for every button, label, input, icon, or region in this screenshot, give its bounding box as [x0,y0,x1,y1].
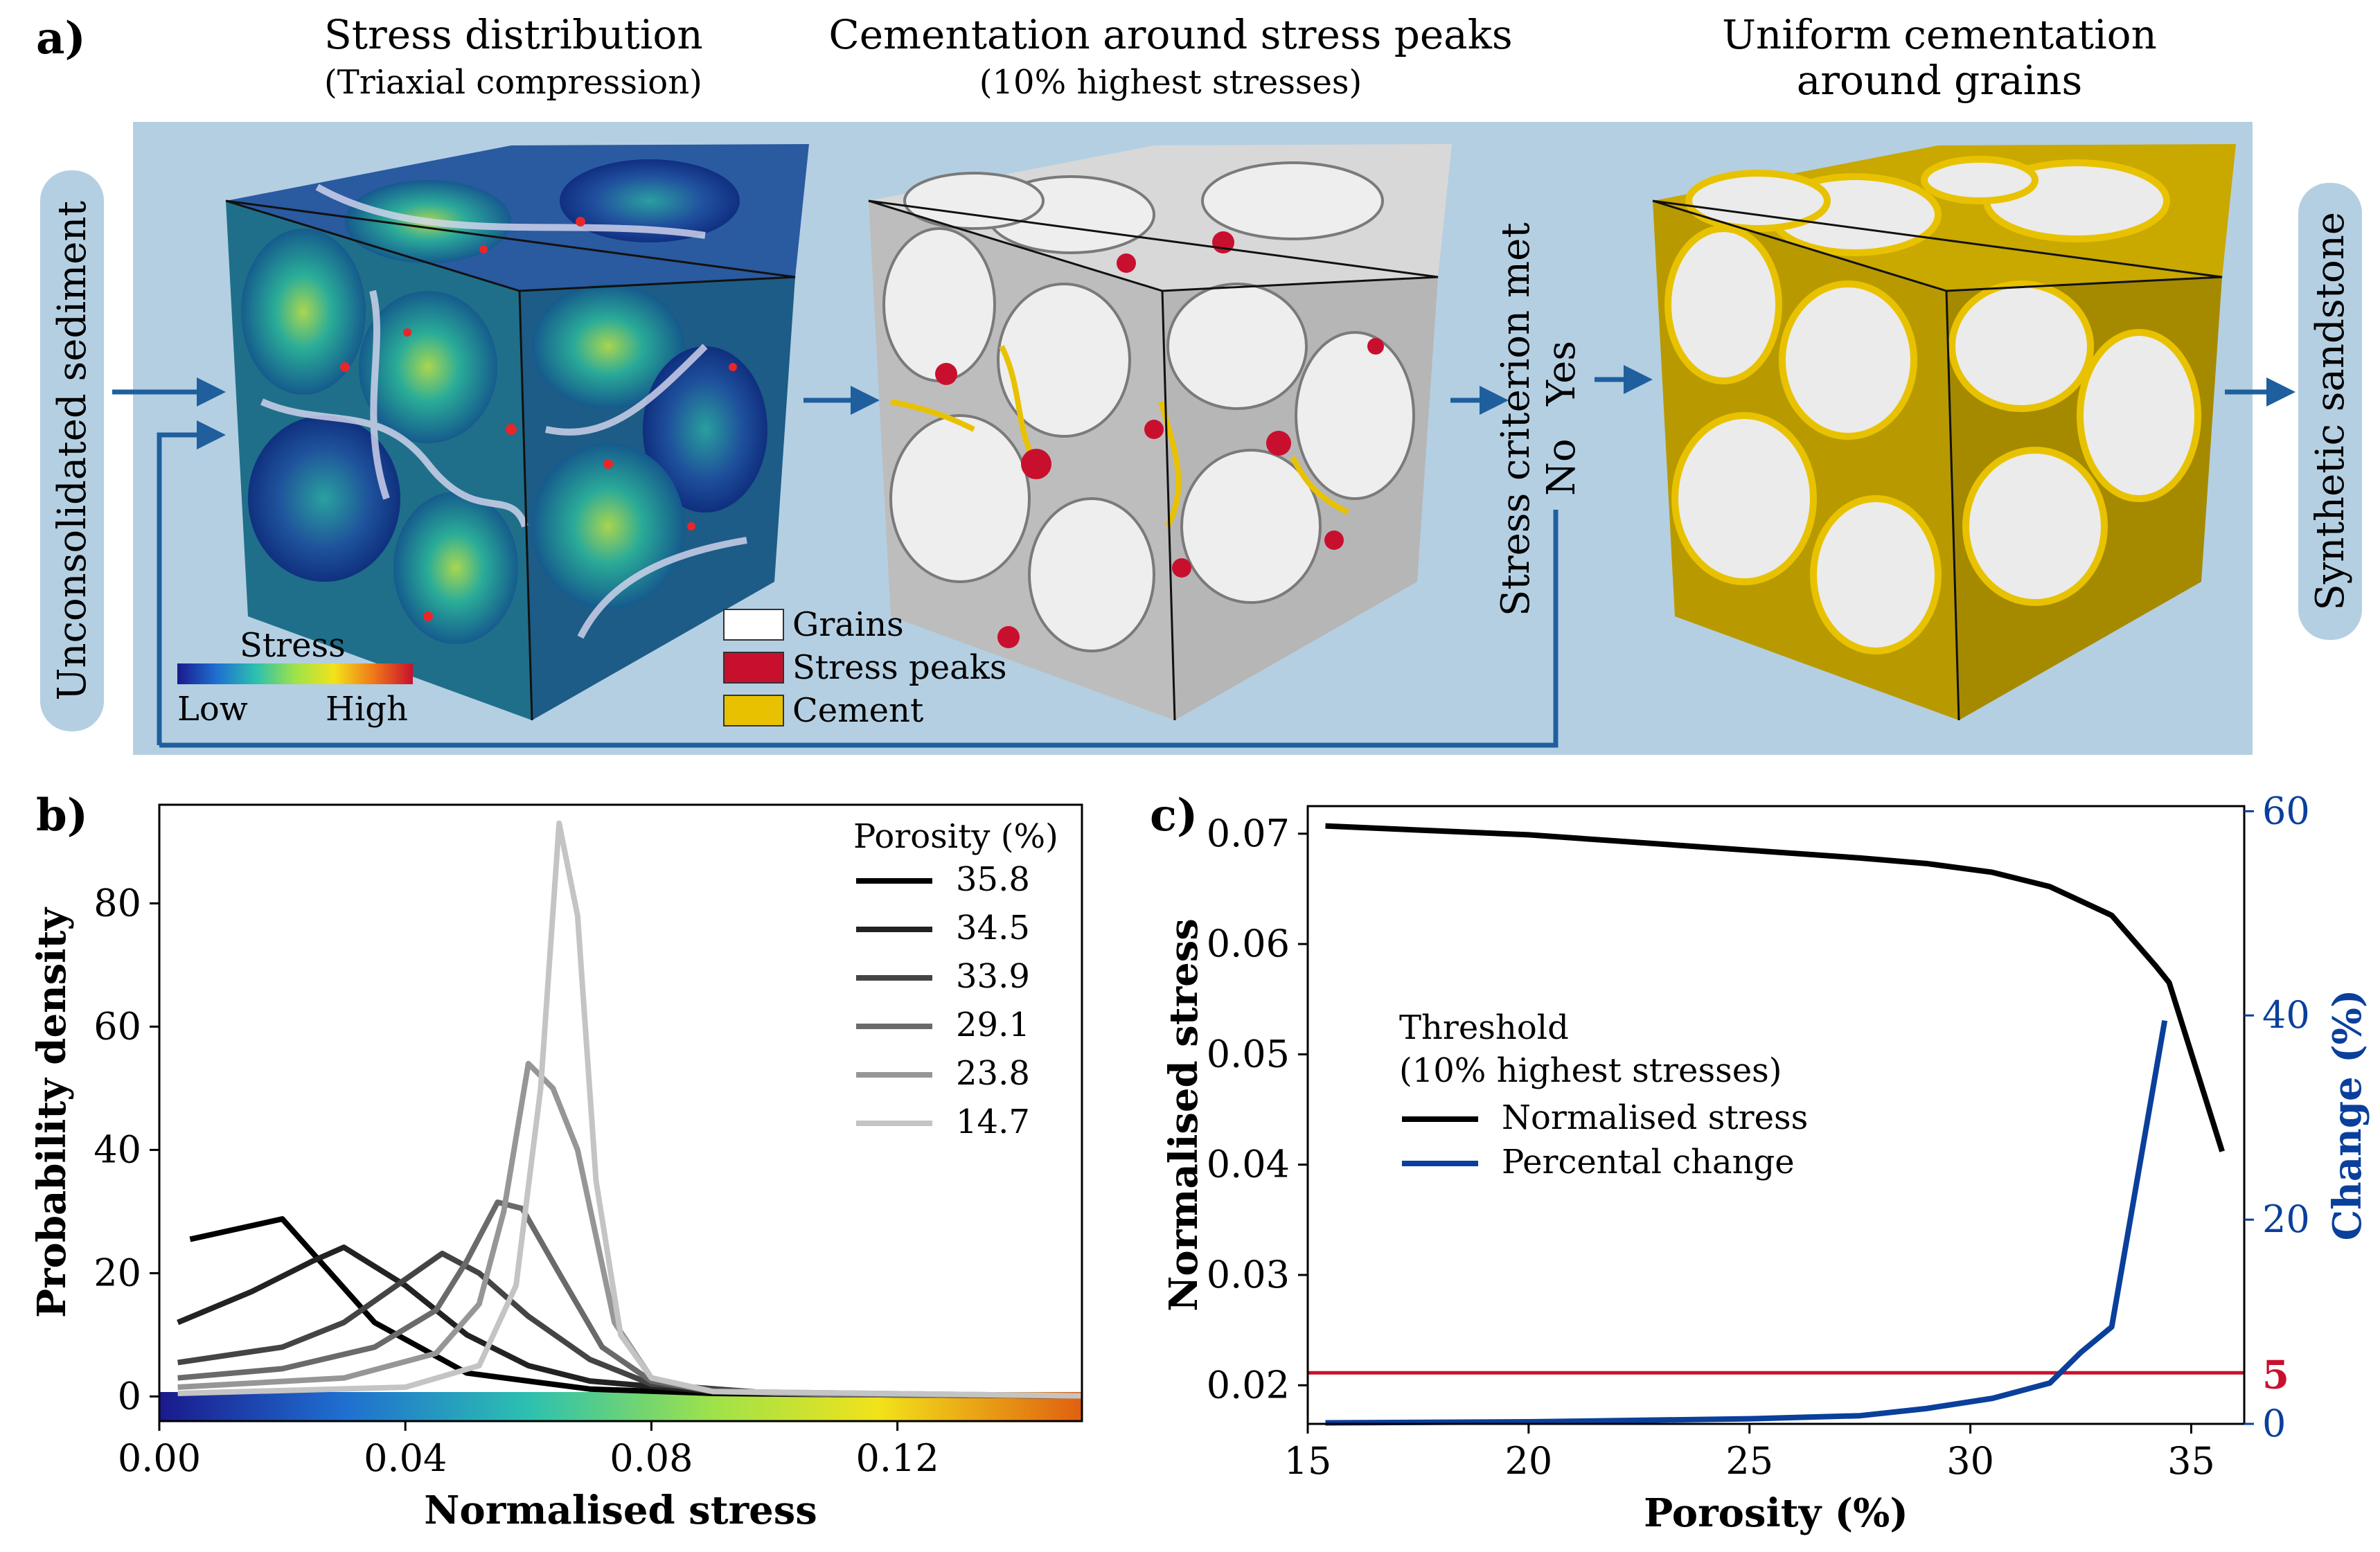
panel-a-label: a) [36,12,86,64]
y-tick-label: 40 [94,1127,141,1171]
legend-grains-label: Grains [792,605,904,644]
y-right-axis-label: Change (%) [2325,990,2370,1241]
x-tick-label: 30 [1946,1439,1994,1483]
y-right-tick-label: 40 [2262,993,2310,1037]
legend-entry-14.7: 14.7 [956,1103,1030,1141]
stress-legend-title: Stress [240,626,346,665]
uniform-cube [1647,139,2243,734]
x-tick-label: 20 [1505,1439,1553,1483]
y-tick-label: 0.02 [1207,1363,1290,1407]
criterion-label: Stress criterion met [1493,222,1538,616]
y-right-tick-label: 60 [2262,789,2310,832]
stress-colorbar [177,663,413,684]
legend-entry-34.5: 34.5 [956,909,1030,947]
series-line-percental-change [1325,1019,2168,1426]
series-line-14.7 [177,820,1083,1399]
series-line-normalised-stress [1325,823,2225,1152]
flow-arrows [112,365,2295,748]
legend-peaks: Stress peaks [723,648,1007,687]
step2-title: Cementation around stress peaks [828,11,1513,58]
phase-legend: Grains Stress peaks Cement [723,605,1007,730]
cement-swatch [723,695,784,726]
legend-title: Threshold [1399,1008,1569,1047]
grains-swatch [723,609,784,641]
stress-high-label: High [326,690,408,729]
chart-c-frame [1306,805,2246,1425]
panel-b-label: b) [36,790,89,841]
y-tick-label: 80 [94,881,141,925]
step3-title: Uniform cementation [1722,11,2157,58]
y-tick-label: 0.04 [1207,1143,1290,1186]
stress-cube [220,139,816,734]
y-tick-label: 0 [118,1374,141,1418]
y-tick-label: 0.06 [1207,922,1290,965]
y-tick-label: 0.03 [1207,1253,1290,1296]
threshold-label: 5 [2262,1352,2289,1398]
y-right-tick-label: 20 [2262,1197,2310,1241]
arrow-loop-back [159,510,1558,748]
step1-title: Stress distribution [324,11,703,58]
peaks-swatch [723,652,784,684]
peaks-cube [863,139,1459,734]
x-axis-label: Normalised stress [424,1488,817,1533]
legend-subtitle: (10% highest stresses) [1399,1051,1782,1090]
legend-entry: Normalised stress [1502,1098,1808,1137]
yes-label: Yes [1539,341,1584,406]
x-tick-label: 0.08 [610,1436,693,1480]
legend-cement-label: Cement [792,691,924,730]
legend-entry-23.8: 23.8 [956,1054,1030,1093]
legend-entry-29.1: 29.1 [956,1006,1030,1044]
x-tick-label: 0.00 [118,1436,201,1480]
panel-c-label: c) [1150,790,1198,841]
chart-b: 0.00 0.04 0.08 0.12 0 20 40 60 80 Normalised stre… [29,803,1083,1533]
input-pill: Unconsolidated sediment [40,170,104,731]
legend-title: Porosity (%) [853,817,1058,856]
y-right-tick-label: 0 [2262,1402,2286,1445]
legend-cement: Cement [723,691,1007,730]
legend-peaks-label: Stress peaks [792,648,1007,687]
legend-entry-35.8: 35.8 [956,860,1030,899]
series-line-33.9 [177,1250,1083,1399]
output-pill: Synthetic sandstone [2298,183,2362,640]
y-axis-label: Probability density [29,907,75,1318]
legend-entry: Percental change [1502,1143,1795,1181]
legend-grains: Grains [723,605,1007,644]
step3-title-line2: around grains [1796,57,2083,104]
x-tick-label: 35 [2167,1439,2215,1483]
series-line-29.1 [177,1199,1083,1399]
x-axis-label: Porosity (%) [1644,1490,1908,1536]
legend-entry-33.9: 33.9 [956,957,1030,996]
step2-subtitle: (10% highest stresses) [979,63,1362,102]
x-tick-label: 15 [1284,1439,1332,1483]
x-tick-label: 0.12 [855,1436,939,1480]
y-axis-label: Normalised stress [1161,918,1207,1312]
y-tick-label: 60 [94,1004,141,1048]
step1-subtitle: (Triaxial compression) [324,63,702,102]
no-label: No [1539,438,1584,497]
stress-low-label: Low [177,690,248,729]
arrow-loop-in [157,420,226,745]
y-tick-label: 20 [94,1251,141,1294]
y-tick-label: 0.05 [1207,1032,1290,1076]
x-tick-label: 0.04 [364,1436,447,1480]
chart-b-frame [158,803,1083,1422]
y-tick-label: 0.07 [1207,812,1290,855]
x-tick-label: 25 [1725,1439,1773,1483]
chart-c: 15 20 25 30 35 0.02 0.03 0.04 0.05 0.06 0.07 0 20 40 6… [1161,789,2370,1536]
